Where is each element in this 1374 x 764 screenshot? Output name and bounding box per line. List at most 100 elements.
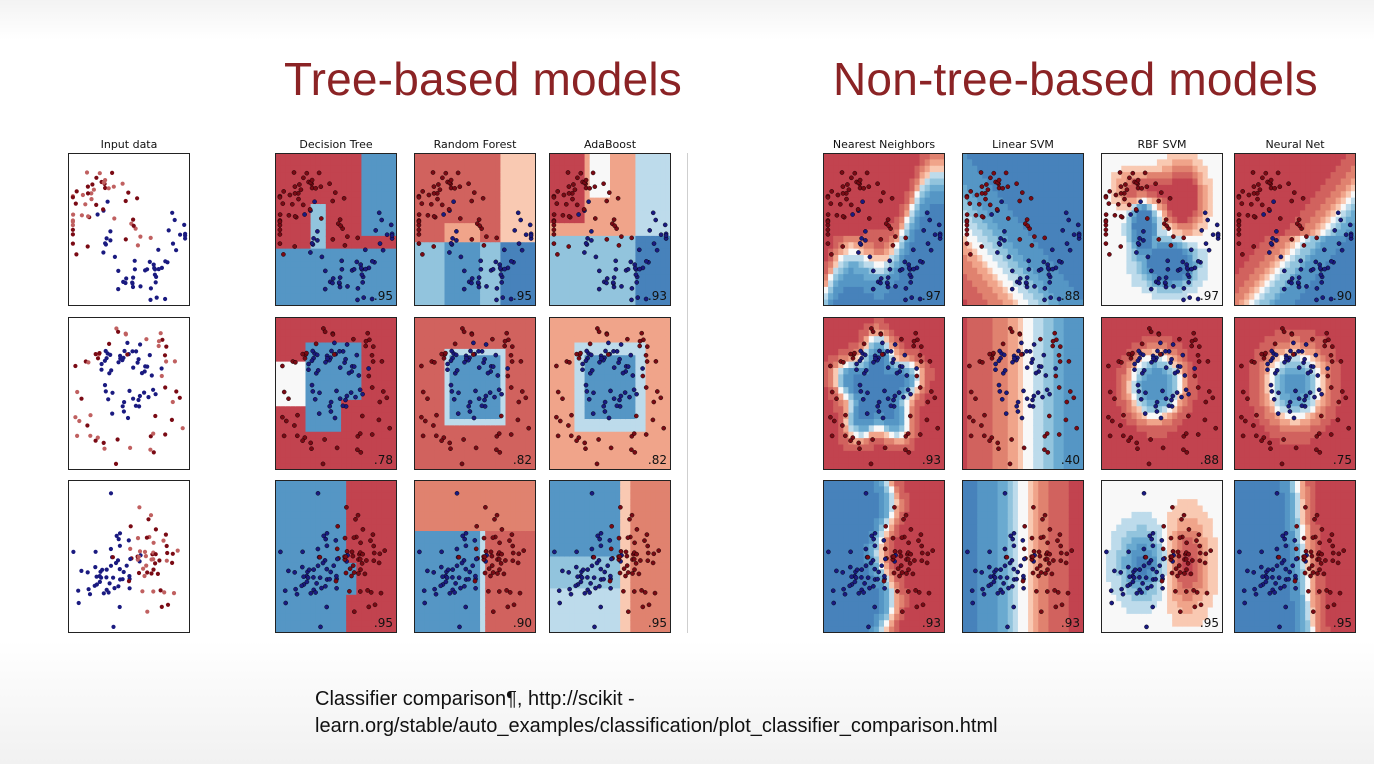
decision-surface-cell [300,524,307,532]
decision-surface-cell [320,393,327,401]
decision-surface-cell [429,450,435,458]
decision-surface-cell [480,380,486,388]
decision-surface-cell [459,537,466,545]
decision-surface-cell [549,274,555,282]
decision-surface-cell [381,267,388,275]
decision-surface-cell [665,210,671,218]
decision-surface-cell [275,613,281,621]
decision-surface-cell [525,613,532,621]
data-point-blue [138,342,143,347]
decision-surface-cell [604,261,611,269]
decision-surface-cell [530,518,536,526]
decision-surface-cell [391,191,397,199]
decision-surface-cell [610,286,616,294]
decision-surface-cell [469,601,476,609]
decision-surface-cell [414,242,420,250]
decision-surface-cell [336,387,342,395]
decision-surface-cell [376,575,383,583]
data-point-blue [178,232,183,237]
decision-surface-cell [290,165,296,173]
decision-surface-cell [439,323,446,331]
data-point-red [439,438,444,444]
decision-surface-cell [414,355,420,363]
decision-surface-cell [495,204,502,211]
decision-surface-cell [290,607,296,615]
data-point-red [297,182,302,187]
decision-surface-cell [510,267,517,275]
decision-surface-cell [584,153,591,160]
data-point-blue [99,575,104,580]
decision-surface-cell [434,329,441,337]
decision-surface-cell [325,562,332,570]
decision-surface-cell [305,499,312,507]
decision-surface-cell [434,569,441,577]
decision-surface-cell [579,280,586,288]
decision-surface-cell [635,248,642,256]
data-point-blue [315,563,321,569]
decision-surface-cell [366,387,373,395]
decision-surface-cell [386,511,393,519]
decision-surface-cell [381,550,388,558]
decision-surface-cell [330,317,337,324]
decision-surface-cell [325,342,332,350]
decision-surface-cell [361,387,368,395]
decision-surface-cell [505,399,512,407]
decision-surface-cell [660,178,667,186]
data-point-red [128,524,133,529]
data-point-blue [132,258,137,263]
decision-surface-cell [300,505,307,513]
decision-surface-cell [315,406,322,414]
decision-surface-cell [480,594,486,602]
decision-surface-cell [285,406,291,414]
decision-surface-cell [419,336,425,344]
decision-surface-cell [290,191,296,199]
decision-surface-cell [500,184,507,192]
decision-surface-cell [650,153,657,160]
decision-surface-cell [630,204,637,211]
decision-surface-cell [480,480,486,487]
decision-surface-cell [444,620,451,628]
data-point-blue [523,232,529,237]
decision-surface-cell [280,562,286,570]
data-point-red [422,418,428,424]
data-point-blue [449,389,455,394]
data-point-blue [328,569,334,575]
decision-surface-cell [554,235,560,243]
decision-surface-cell [454,248,461,256]
decision-surface-cell [351,342,357,350]
data-point-red [376,560,382,566]
decision-surface-cell [520,261,527,269]
data-point-red [70,232,75,237]
decision-surface-cell [650,293,657,301]
decision-surface-cell [310,223,317,231]
decision-surface-cell [346,569,352,577]
decision-surface-cell [280,505,286,513]
decision-surface-cell [285,486,291,494]
decision-surface-cell [371,329,378,337]
decision-surface-cell [584,204,591,211]
data-point-blue [460,533,466,539]
decision-surface-cell [336,480,342,487]
decision-surface-cell [361,153,368,160]
decision-surface-cell [414,550,420,558]
data-point-red [296,196,301,202]
decision-surface-cell [376,261,383,269]
decision-surface-cell [300,248,307,256]
data-point-red [616,243,622,248]
decision-surface-cell [376,425,383,433]
decision-surface-cell [459,293,466,301]
score-label: .82 [513,453,532,467]
decision-surface-cell [315,531,322,538]
decision-surface-cell [584,165,591,173]
decision-surface-cell [414,380,420,388]
decision-surface-cell [510,172,517,180]
decision-surface-cell [290,261,296,269]
decision-surface-cell [305,543,312,551]
decision-surface-cell [515,486,522,494]
decision-surface-cell [469,505,476,513]
decision-surface-cell [351,480,357,487]
decision-surface-cell [376,499,383,507]
data-point-blue [343,356,348,362]
data-point-red [350,563,356,568]
decision-surface-cell [381,197,388,205]
